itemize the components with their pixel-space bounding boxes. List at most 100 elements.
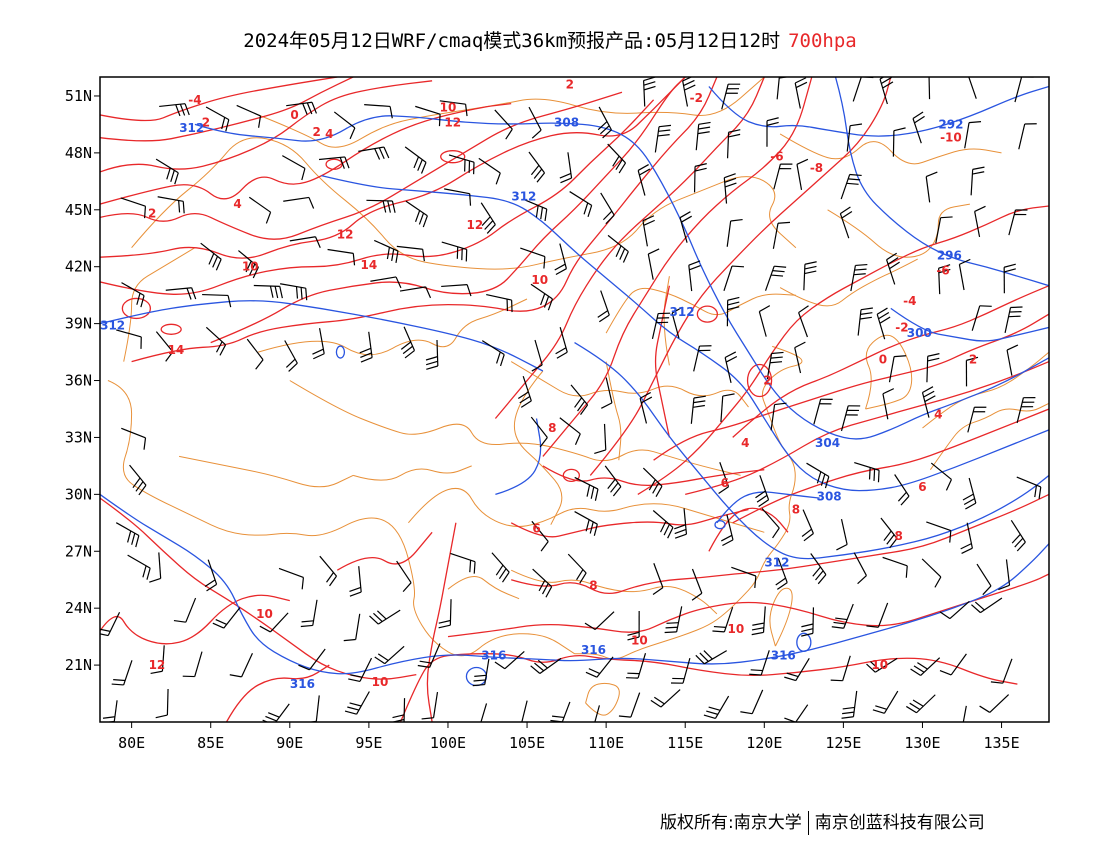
wind-barb	[448, 154, 475, 175]
height-contour	[100, 493, 1049, 675]
temperature-contour-label: 10	[531, 273, 548, 287]
wind-barb	[626, 653, 647, 679]
wind-barb	[200, 242, 222, 271]
temperature-contour	[542, 465, 765, 487]
wind-barb	[597, 106, 612, 139]
wind-barb	[567, 553, 587, 584]
wind-barb	[173, 597, 197, 623]
wind-barb	[976, 563, 992, 596]
wind-barb	[971, 305, 992, 331]
temperature-contour	[685, 361, 1049, 496]
height-contour	[890, 307, 1049, 342]
height-contour	[834, 77, 1049, 287]
temperature-contour	[589, 77, 892, 476]
wind-barb	[695, 650, 727, 665]
wind-barb	[962, 477, 977, 510]
wind-barb	[740, 689, 764, 715]
wind-barb	[298, 648, 326, 671]
x-tick-label: 90E	[276, 734, 303, 752]
wind-barb	[150, 645, 165, 675]
copyright-footer: 版权所有:南京大学 南京创蓝科技有限公司	[660, 808, 985, 835]
temperature-contour-label: 4	[325, 127, 333, 141]
height-contour	[335, 345, 346, 359]
wind-barb	[781, 704, 809, 722]
admin-boundary	[605, 361, 622, 461]
wind-barb	[253, 284, 283, 299]
wind-barb	[693, 163, 707, 193]
temperature-contour	[440, 150, 466, 164]
wind-barb	[938, 264, 951, 295]
temperature-contour-label: 10	[631, 633, 648, 647]
wind-barb	[926, 521, 952, 543]
temperature-contour-label: 0	[290, 108, 298, 122]
temperature-contour-label: 14	[168, 343, 185, 357]
wind-barb	[202, 293, 232, 308]
admin-boundary	[663, 276, 670, 366]
temperature-contour-label: 8	[792, 503, 800, 517]
wind-barb	[960, 522, 973, 554]
temperature-contour	[100, 77, 686, 259]
temperature-contour-label: -4	[903, 294, 916, 308]
wind-barb	[693, 345, 712, 372]
wind-barb	[637, 164, 651, 196]
wind-barb	[761, 508, 780, 539]
wind-barb	[758, 305, 771, 337]
temperature-contour-label: 10	[256, 607, 273, 621]
wind-barb	[925, 171, 938, 203]
wind-barb	[939, 600, 970, 620]
wind-barb	[472, 658, 490, 687]
wind-barb	[840, 405, 861, 432]
wind-barb	[327, 248, 356, 266]
admin-boundary	[107, 380, 575, 657]
wind-barb	[979, 694, 1010, 713]
wind-barb	[921, 558, 942, 588]
wind-barb	[491, 552, 510, 583]
wind-barb	[530, 283, 554, 311]
wind-barb	[480, 703, 488, 722]
height-contour-label: 312	[511, 190, 536, 204]
temperature-contour	[746, 363, 773, 398]
wind-barb	[374, 645, 405, 665]
x-tick-label: 130E	[904, 734, 940, 752]
admin-boundary	[513, 370, 563, 525]
wind-barb	[1016, 476, 1042, 499]
wind-barb	[720, 393, 735, 423]
temperature-contour-label: -2	[690, 91, 703, 105]
boundary-layer	[107, 77, 1049, 716]
wind-barb	[888, 355, 907, 383]
wind-barb	[205, 326, 227, 356]
wind-barb	[312, 328, 325, 360]
wind-barb	[607, 234, 629, 263]
wind-barb	[652, 563, 664, 595]
wind-barb	[794, 77, 808, 109]
wind-barb	[116, 329, 142, 349]
height-contour	[321, 174, 1049, 492]
height-contour	[708, 85, 1049, 137]
wind-barb	[486, 293, 513, 313]
temperature-contour	[100, 80, 433, 173]
wind-barb	[967, 406, 987, 433]
wind-barb	[721, 83, 741, 110]
wind-barb	[998, 559, 1011, 591]
wind-barb	[366, 199, 396, 213]
wind-barb	[370, 276, 402, 289]
temperature-contour-label: -6	[936, 264, 949, 278]
wind-barb	[597, 290, 610, 323]
wind-barb	[570, 384, 589, 415]
wind-barb	[528, 106, 542, 139]
wind-barb	[531, 520, 549, 552]
wind-barb	[764, 265, 787, 291]
temperature-contour-label: 14	[361, 258, 378, 272]
wind-barb	[664, 606, 683, 634]
y-tick-label: 39N	[65, 315, 92, 333]
wind-barb	[480, 202, 496, 234]
x-tick-label: 85E	[197, 734, 224, 752]
wind-barb	[971, 597, 1003, 614]
wind-barb	[369, 609, 401, 625]
wind-barb	[965, 356, 979, 387]
y-tick-label: 45N	[65, 201, 92, 219]
admin-boundary	[510, 361, 749, 408]
wind-barb	[569, 191, 593, 217]
